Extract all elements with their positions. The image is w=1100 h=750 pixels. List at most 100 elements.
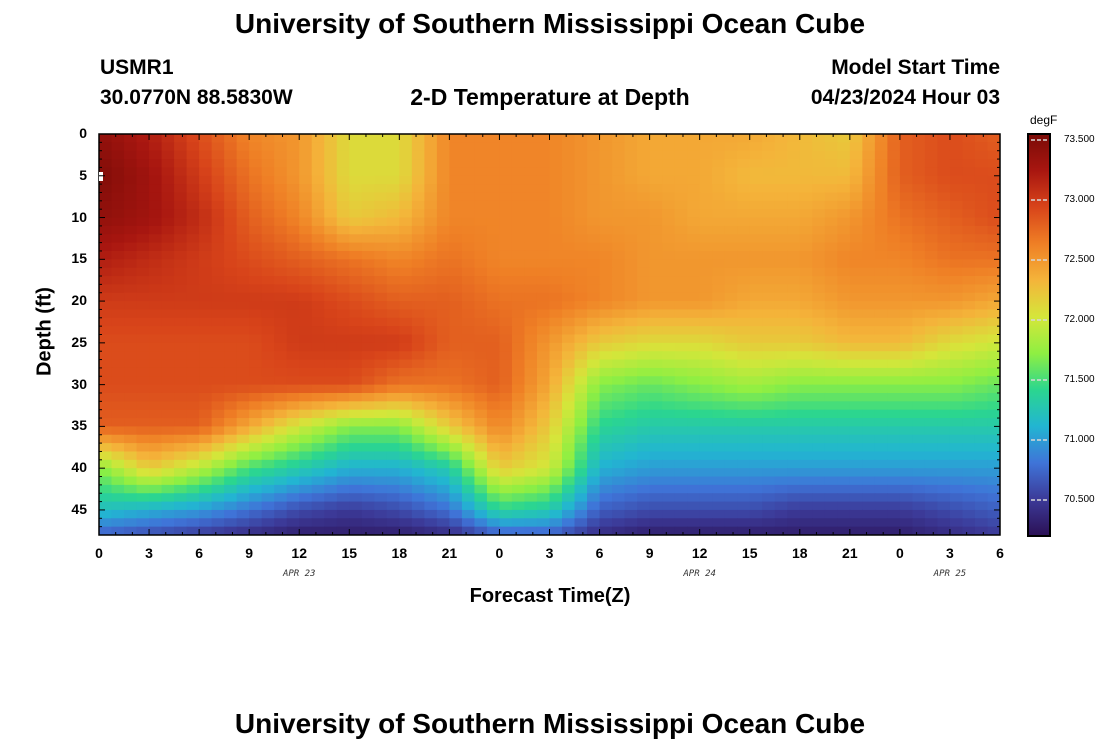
heatmap-cell [536, 150, 551, 160]
heatmap-cell [174, 443, 188, 453]
heatmap-cell [774, 184, 788, 194]
heatmap-cell [674, 134, 688, 143]
heatmap-cell [899, 159, 913, 169]
heatmap-cell [174, 209, 188, 219]
heatmap-cell [211, 392, 225, 402]
heatmap-cell [449, 484, 463, 494]
heatmap-cell [937, 175, 951, 185]
heatmap-cell [424, 259, 438, 269]
colorbar-label: 73.000 [1064, 194, 1095, 205]
heatmap-cell [787, 384, 801, 394]
heatmap-cell [749, 317, 763, 327]
heatmap-cell [824, 384, 838, 394]
heatmap-cell [211, 134, 225, 143]
heatmap-cell [787, 501, 801, 511]
heatmap-cell [599, 184, 613, 194]
heatmap-cell [837, 468, 851, 478]
heatmap-cell [336, 134, 350, 143]
heatmap-cell [637, 284, 651, 294]
heatmap-cell [712, 509, 726, 519]
heatmap-cell [987, 192, 1000, 202]
heatmap-cell [674, 518, 688, 528]
heatmap-cell [799, 276, 813, 285]
heatmap-cell [912, 518, 926, 528]
heatmap-cell [687, 134, 701, 143]
heatmap-cell [649, 518, 663, 528]
heatmap-cell [824, 326, 838, 336]
heatmap-cell [987, 392, 1000, 402]
heatmap-cell [136, 509, 150, 519]
heatmap-cell [511, 493, 526, 503]
heatmap-cell [774, 267, 788, 277]
heatmap-cell [511, 518, 526, 528]
heatmap-cell [824, 192, 838, 202]
heatmap-cell [799, 476, 813, 486]
heatmap-cell [311, 409, 325, 419]
heatmap-cell [574, 451, 588, 461]
heatmap-cell [199, 526, 213, 535]
heatmap-cell [749, 292, 763, 302]
heatmap-cell [486, 225, 501, 235]
heatmap-cell [336, 451, 350, 461]
heatmap-cell [899, 526, 913, 535]
heatmap-cell [186, 217, 200, 227]
heatmap-cell [737, 134, 751, 143]
heatmap-cell [862, 167, 876, 177]
heatmap-cell [562, 150, 576, 160]
heatmap-cell [261, 443, 275, 453]
heatmap-cell [699, 234, 713, 244]
heatmap-cell [674, 200, 688, 210]
heatmap-cell [824, 134, 838, 143]
heatmap-cell [136, 493, 150, 503]
heatmap-cell [599, 175, 613, 185]
heatmap-cell [762, 426, 776, 436]
heatmap-cell [612, 518, 626, 528]
heatmap-cell [837, 134, 851, 143]
heatmap-cell [224, 451, 238, 461]
heatmap-cell [974, 250, 989, 260]
heatmap-cell [849, 200, 863, 210]
heatmap-cell [649, 217, 663, 227]
heatmap-cell [311, 301, 325, 311]
heatmap-cell [224, 342, 238, 352]
heatmap-cell [987, 443, 1000, 453]
heatmap-cell [887, 200, 901, 210]
heatmap-cell [574, 159, 588, 169]
heatmap-cell [874, 217, 888, 227]
heatmap-cell [824, 209, 838, 219]
heatmap-cell [637, 468, 651, 478]
heatmap-cell [274, 359, 288, 369]
heatmap-cell [599, 192, 613, 202]
heatmap-cell [411, 276, 425, 285]
heatmap-cell [249, 259, 263, 269]
heatmap-cell [899, 351, 913, 361]
heatmap-cell [687, 317, 701, 327]
heatmap-cell [887, 376, 901, 386]
heatmap-cell [124, 334, 138, 344]
heatmap-cell [874, 426, 888, 436]
heatmap-cell [411, 451, 425, 461]
heatmap-cell [386, 418, 400, 427]
heatmap-cell [562, 159, 576, 169]
heatmap-cell [199, 418, 213, 427]
heatmap-cell [286, 326, 300, 336]
heatmap-cell [311, 250, 325, 260]
heatmap-cell [399, 217, 413, 227]
heatmap-cell [399, 192, 413, 202]
heatmap-cell [349, 367, 363, 377]
heatmap-cell [249, 434, 263, 444]
heatmap-cell [111, 200, 125, 210]
heatmap-cell [536, 242, 551, 252]
heatmap-cell [887, 250, 901, 260]
heatmap-cell [124, 150, 138, 160]
heatmap-cell [324, 142, 338, 152]
heatmap-cell [261, 426, 275, 436]
heatmap-cell [787, 167, 801, 177]
heatmap-cell [524, 192, 538, 202]
heatmap-cell [99, 476, 113, 486]
heatmap-cell [912, 150, 926, 160]
heatmap-cell [261, 217, 275, 227]
heatmap-cell [912, 418, 926, 427]
heatmap-cell [461, 326, 476, 336]
heatmap-cell [949, 526, 964, 535]
